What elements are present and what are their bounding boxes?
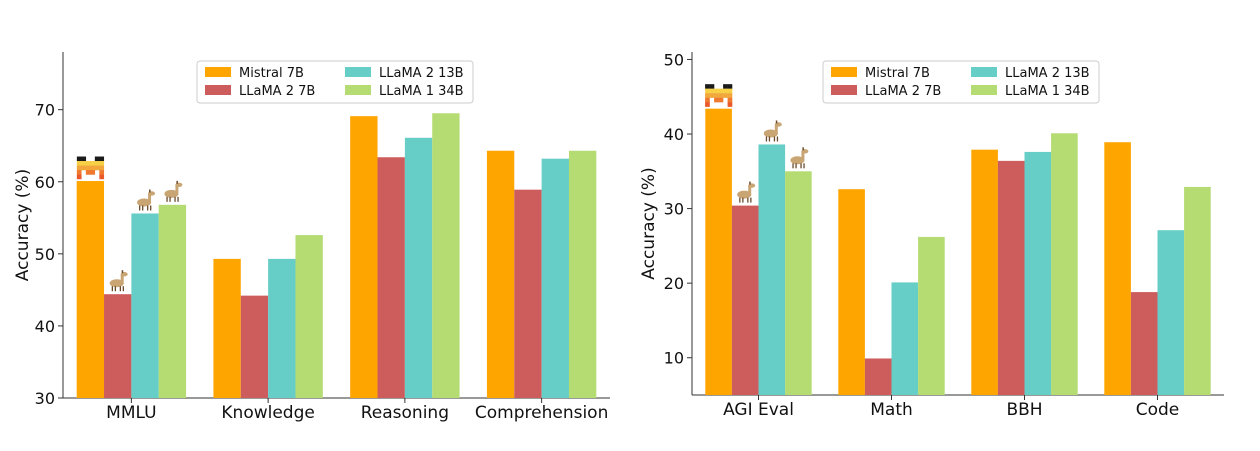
bar-llama-1-34b (918, 236, 945, 395)
y-tick-label: 20 (664, 274, 684, 293)
bar-mistral-7b (76, 181, 105, 398)
bar-mistral-7b (213, 258, 241, 398)
legend-swatch (205, 85, 231, 95)
y-tick-label: 70 (35, 101, 55, 120)
bar-llama-2-13b (891, 282, 919, 395)
x-tick-label: Code (1136, 400, 1180, 420)
legend-label: Mistral 7B (239, 66, 304, 81)
y-tick-label: 50 (35, 245, 55, 264)
chart-left: 30 40 50 60 70 Accuracy (%) MMLU Knowledge Reaso… (13, 52, 610, 423)
bar-llama-1-34b (158, 204, 187, 398)
bar-llama-2-7b (377, 157, 405, 398)
bar-llama-2-13b (404, 137, 433, 398)
x-tick-label: Math (870, 400, 913, 420)
bar-llama-2-7b (997, 160, 1025, 395)
legend-swatch (971, 67, 997, 77)
bar-llama-1-34b (785, 171, 812, 395)
y-tick-label: 10 (664, 349, 684, 368)
legend-swatch (345, 85, 371, 95)
bar-llama-1-34b (1184, 186, 1211, 395)
legend-label: LLaMA 2 13B (1005, 66, 1090, 81)
mistral-logo-icon (705, 84, 733, 107)
bar-llama-1-34b (295, 235, 323, 398)
llama-icon (737, 181, 756, 203)
y-tick-label: 40 (35, 317, 55, 336)
bar-llama-2-7b (514, 189, 542, 398)
bar-llama-2-7b (240, 295, 269, 398)
bar-llama-2-7b (1130, 292, 1158, 395)
bar-llama-2-13b (541, 158, 569, 398)
bar-llama-2-13b (1024, 151, 1052, 395)
llama-icon (763, 120, 782, 142)
bar-llama-2-13b (758, 144, 786, 395)
x-tick-label: Comprehension (475, 403, 608, 423)
y-tick-label: 30 (35, 389, 55, 408)
bar-llama-1-34b (432, 113, 460, 398)
y-tick-label: 30 (664, 200, 684, 219)
legend-swatch (831, 85, 857, 95)
legend-label: LLaMA 1 34B (379, 84, 464, 99)
bar-llama-2-7b (864, 358, 892, 395)
legend-label: LLaMA 1 34B (1005, 84, 1090, 99)
legend-label: Mistral 7B (865, 66, 930, 81)
x-tick-label: BBH (1006, 400, 1042, 420)
legend-swatch (205, 67, 231, 77)
legend-swatch (345, 67, 371, 77)
bar-mistral-7b (971, 149, 998, 395)
llama-icon (109, 270, 128, 292)
legend-label: LLaMA 2 13B (379, 66, 464, 81)
y-tick-label: 60 (35, 173, 55, 192)
bar-mistral-7b (1104, 142, 1131, 395)
x-tick-label: MMLU (106, 403, 156, 423)
bar-mistral-7b (350, 116, 378, 398)
legend-box (196, 60, 474, 104)
llama-icon (137, 189, 156, 211)
x-tick-label: Knowledge (221, 403, 314, 423)
bar-llama-2-7b (731, 205, 759, 395)
x-tick-label: AGI Eval (723, 400, 794, 420)
bar-llama-2-13b (131, 213, 159, 398)
y-axis-label: Accuracy (%) (639, 167, 659, 279)
bar-llama-1-34b (568, 150, 597, 398)
mistral-logo-icon (76, 156, 105, 180)
bar-llama-1-34b (1051, 133, 1078, 395)
bar-mistral-7b (705, 108, 732, 396)
bar-llama-2-13b (268, 258, 296, 398)
chart-right: 10 20 30 40 50 Accuracy (%) AGI Eval Math BBH Cod… (639, 50, 1224, 420)
legend-label: LLaMA 2 7B (239, 84, 315, 99)
legend-swatch (971, 85, 997, 95)
legend-box (822, 60, 1100, 104)
bar-mistral-7b (838, 189, 865, 395)
y-tick-label: 50 (664, 50, 684, 69)
bar-llama-2-7b (104, 294, 132, 398)
y-axis-label: Accuracy (%) (13, 169, 33, 281)
llama-icon (790, 147, 809, 169)
y-tick-label: 40 (664, 125, 684, 144)
bar-mistral-7b (486, 150, 515, 398)
llama-icon (164, 180, 183, 202)
legend-swatch (831, 67, 857, 77)
legend-label: LLaMA 2 7B (865, 84, 941, 99)
x-tick-label: Reasoning (361, 403, 449, 423)
bar-llama-2-13b (1157, 230, 1185, 395)
